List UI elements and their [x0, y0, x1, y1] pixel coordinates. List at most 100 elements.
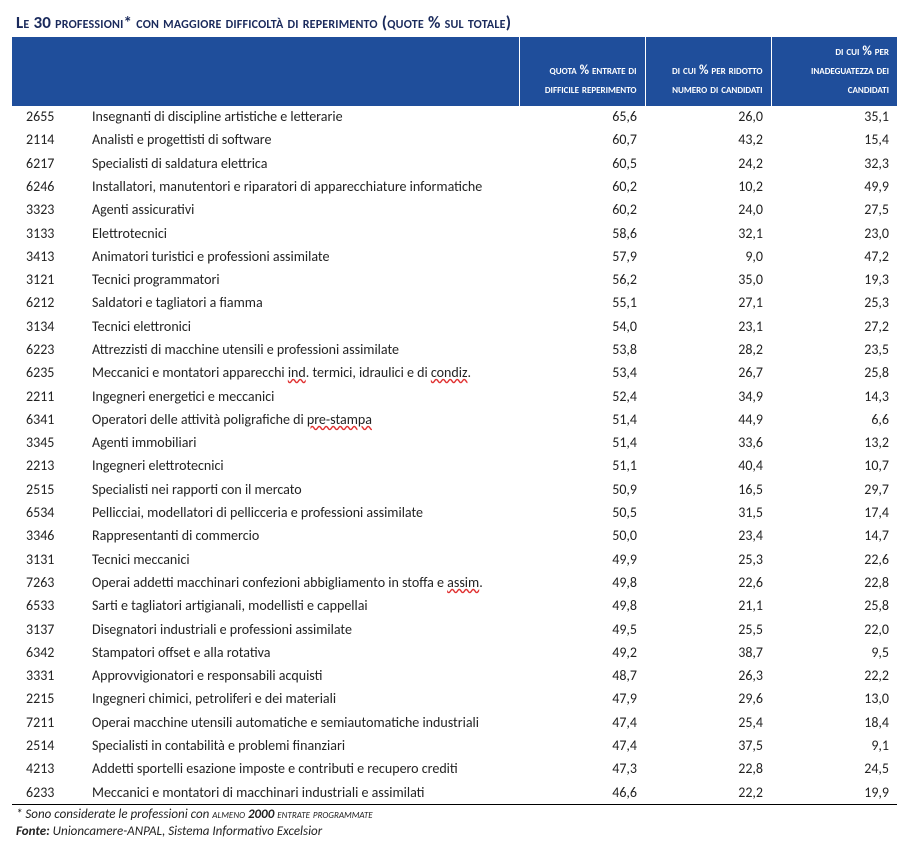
cell-v1: 49,9	[519, 548, 645, 571]
cell-v1: 65,6	[519, 106, 645, 129]
cell-v3: 35,1	[771, 106, 897, 129]
cell-v3: 32,3	[771, 152, 897, 175]
table-row: 2114Analisti e progettisti di software60…	[12, 129, 897, 152]
cell-desc: Analisti e progettisti di software	[84, 129, 519, 152]
cell-v1: 60,5	[519, 152, 645, 175]
table-row: 6223Attrezzisti di macchine utensili e p…	[12, 339, 897, 362]
cell-desc: Sarti e tagliatori artigianali, modellis…	[84, 595, 519, 618]
title-star: *	[124, 12, 133, 33]
cell-desc: Ingegneri chimici, petroliferi e dei mat…	[84, 688, 519, 711]
cell-v2: 44,9	[645, 408, 771, 431]
cell-v1: 57,9	[519, 245, 645, 268]
cell-code: 4213	[12, 758, 84, 781]
cell-v3: 9,5	[771, 641, 897, 664]
cell-v1: 53,4	[519, 362, 645, 385]
table-row: 3323Agenti assicurativi60,224,027,5	[12, 199, 897, 222]
cell-v3: 27,2	[771, 315, 897, 338]
cell-v2: 24,2	[645, 152, 771, 175]
cell-v1: 50,0	[519, 525, 645, 548]
cell-desc: Saldatori e tagliatori a fiamma	[84, 292, 519, 315]
cell-code: 3346	[12, 525, 84, 548]
cell-v3: 23,0	[771, 222, 897, 245]
cell-code: 3131	[12, 548, 84, 571]
cell-v3: 25,8	[771, 362, 897, 385]
cell-v2: 32,1	[645, 222, 771, 245]
cell-v3: 47,2	[771, 245, 897, 268]
footnote2-label: Fonte:	[16, 824, 50, 839]
table-row: 6235Meccanici e montatori apparecchi ind…	[12, 362, 897, 385]
table-row: 2215Ingegneri chimici, petroliferi e dei…	[12, 688, 897, 711]
cell-code: 6223	[12, 339, 84, 362]
cell-v3: 29,7	[771, 478, 897, 501]
cell-desc: Operatori delle attività poligrafiche di…	[84, 408, 519, 431]
cell-v2: 10,2	[645, 175, 771, 198]
cell-code: 2215	[12, 688, 84, 711]
cell-v3: 19,9	[771, 781, 897, 805]
table-row: 6233Meccanici e montatori di macchinari …	[12, 781, 897, 805]
cell-desc: Animatori turistici e professioni assimi…	[84, 245, 519, 268]
cell-v3: 49,9	[771, 175, 897, 198]
cell-code: 3323	[12, 199, 84, 222]
table-row: 6342Stampatori offset e alla rotativa49,…	[12, 641, 897, 664]
cell-v1: 46,6	[519, 781, 645, 805]
table-row: 3137Disegnatori industriali e profession…	[12, 618, 897, 641]
footnote2-text: Unioncamere-ANPAL, Sistema Informativo E…	[50, 824, 322, 839]
table-row: 6217Specialisti di saldatura elettrica60…	[12, 152, 897, 175]
cell-v1: 51,4	[519, 408, 645, 431]
cell-v3: 24,5	[771, 758, 897, 781]
cell-v2: 23,4	[645, 525, 771, 548]
cell-v2: 22,6	[645, 571, 771, 594]
table-row: 6341Operatori delle attività poligrafich…	[12, 408, 897, 431]
cell-v2: 24,0	[645, 199, 771, 222]
cell-desc: Stampatori offset e alla rotativa	[84, 641, 519, 664]
cell-desc: Ingegneri elettrotecnici	[84, 455, 519, 478]
footnote1-text1: Sono considerate le professioni con	[22, 807, 212, 822]
cell-v2: 26,0	[645, 106, 771, 129]
cell-v3: 22,0	[771, 618, 897, 641]
cell-v2: 25,4	[645, 711, 771, 734]
cell-v3: 14,3	[771, 385, 897, 408]
cell-code: 6533	[12, 595, 84, 618]
cell-desc: Specialisti nei rapporti con il mercato	[84, 478, 519, 501]
cell-v3: 23,5	[771, 339, 897, 362]
cell-v3: 15,4	[771, 129, 897, 152]
table-row: 3331Approvvigionatori e responsabili acq…	[12, 665, 897, 688]
cell-v2: 23,1	[645, 315, 771, 338]
cell-v1: 47,9	[519, 688, 645, 711]
cell-v1: 50,5	[519, 502, 645, 525]
cell-code: 7211	[12, 711, 84, 734]
footnote-2: Fonte: Unioncamere-ANPAL, Sistema Inform…	[16, 824, 897, 839]
cell-desc: Elettrotecnici	[84, 222, 519, 245]
cell-code: 6342	[12, 641, 84, 664]
table-row: 7211Operai macchine utensili automatiche…	[12, 711, 897, 734]
cell-v1: 54,0	[519, 315, 645, 338]
footnote-1: * Sono considerate le professioni con al…	[16, 807, 897, 822]
table-row: 4213Addetti sportelli esazione imposte e…	[12, 758, 897, 781]
cell-code: 3121	[12, 269, 84, 292]
table-row: 6533Sarti e tagliatori artigianali, mode…	[12, 595, 897, 618]
table-row: 3413Animatori turistici e professioni as…	[12, 245, 897, 268]
table-row: 6212Saldatori e tagliatori a fiamma55,12…	[12, 292, 897, 315]
table-row: 3346Rappresentanti di commercio50,023,41…	[12, 525, 897, 548]
cell-v1: 52,4	[519, 385, 645, 408]
table-row: 2655Insegnanti di discipline artistiche …	[12, 106, 897, 129]
footnote1-num: 2000	[245, 807, 277, 822]
cell-desc: Operai macchine utensili automatiche e s…	[84, 711, 519, 734]
cell-desc: Pellicciai, modellatori di pellicceria e…	[84, 502, 519, 525]
cell-v2: 9,0	[645, 245, 771, 268]
header-code	[12, 37, 84, 106]
cell-v3: 10,7	[771, 455, 897, 478]
cell-v2: 26,7	[645, 362, 771, 385]
header-row: quota % entrate di difficile reperimento…	[12, 37, 897, 106]
cell-v1: 48,7	[519, 665, 645, 688]
cell-code: 6212	[12, 292, 84, 315]
cell-code: 2515	[12, 478, 84, 501]
cell-v1: 51,4	[519, 432, 645, 455]
cell-v3: 19,3	[771, 269, 897, 292]
cell-v2: 27,1	[645, 292, 771, 315]
cell-desc: Specialisti in contabilità e problemi fi…	[84, 735, 519, 758]
cell-code: 6534	[12, 502, 84, 525]
table-row: 2213Ingegneri elettrotecnici51,140,410,7	[12, 455, 897, 478]
cell-v2: 34,9	[645, 385, 771, 408]
professions-table: quota % entrate di difficile reperimento…	[12, 37, 897, 805]
